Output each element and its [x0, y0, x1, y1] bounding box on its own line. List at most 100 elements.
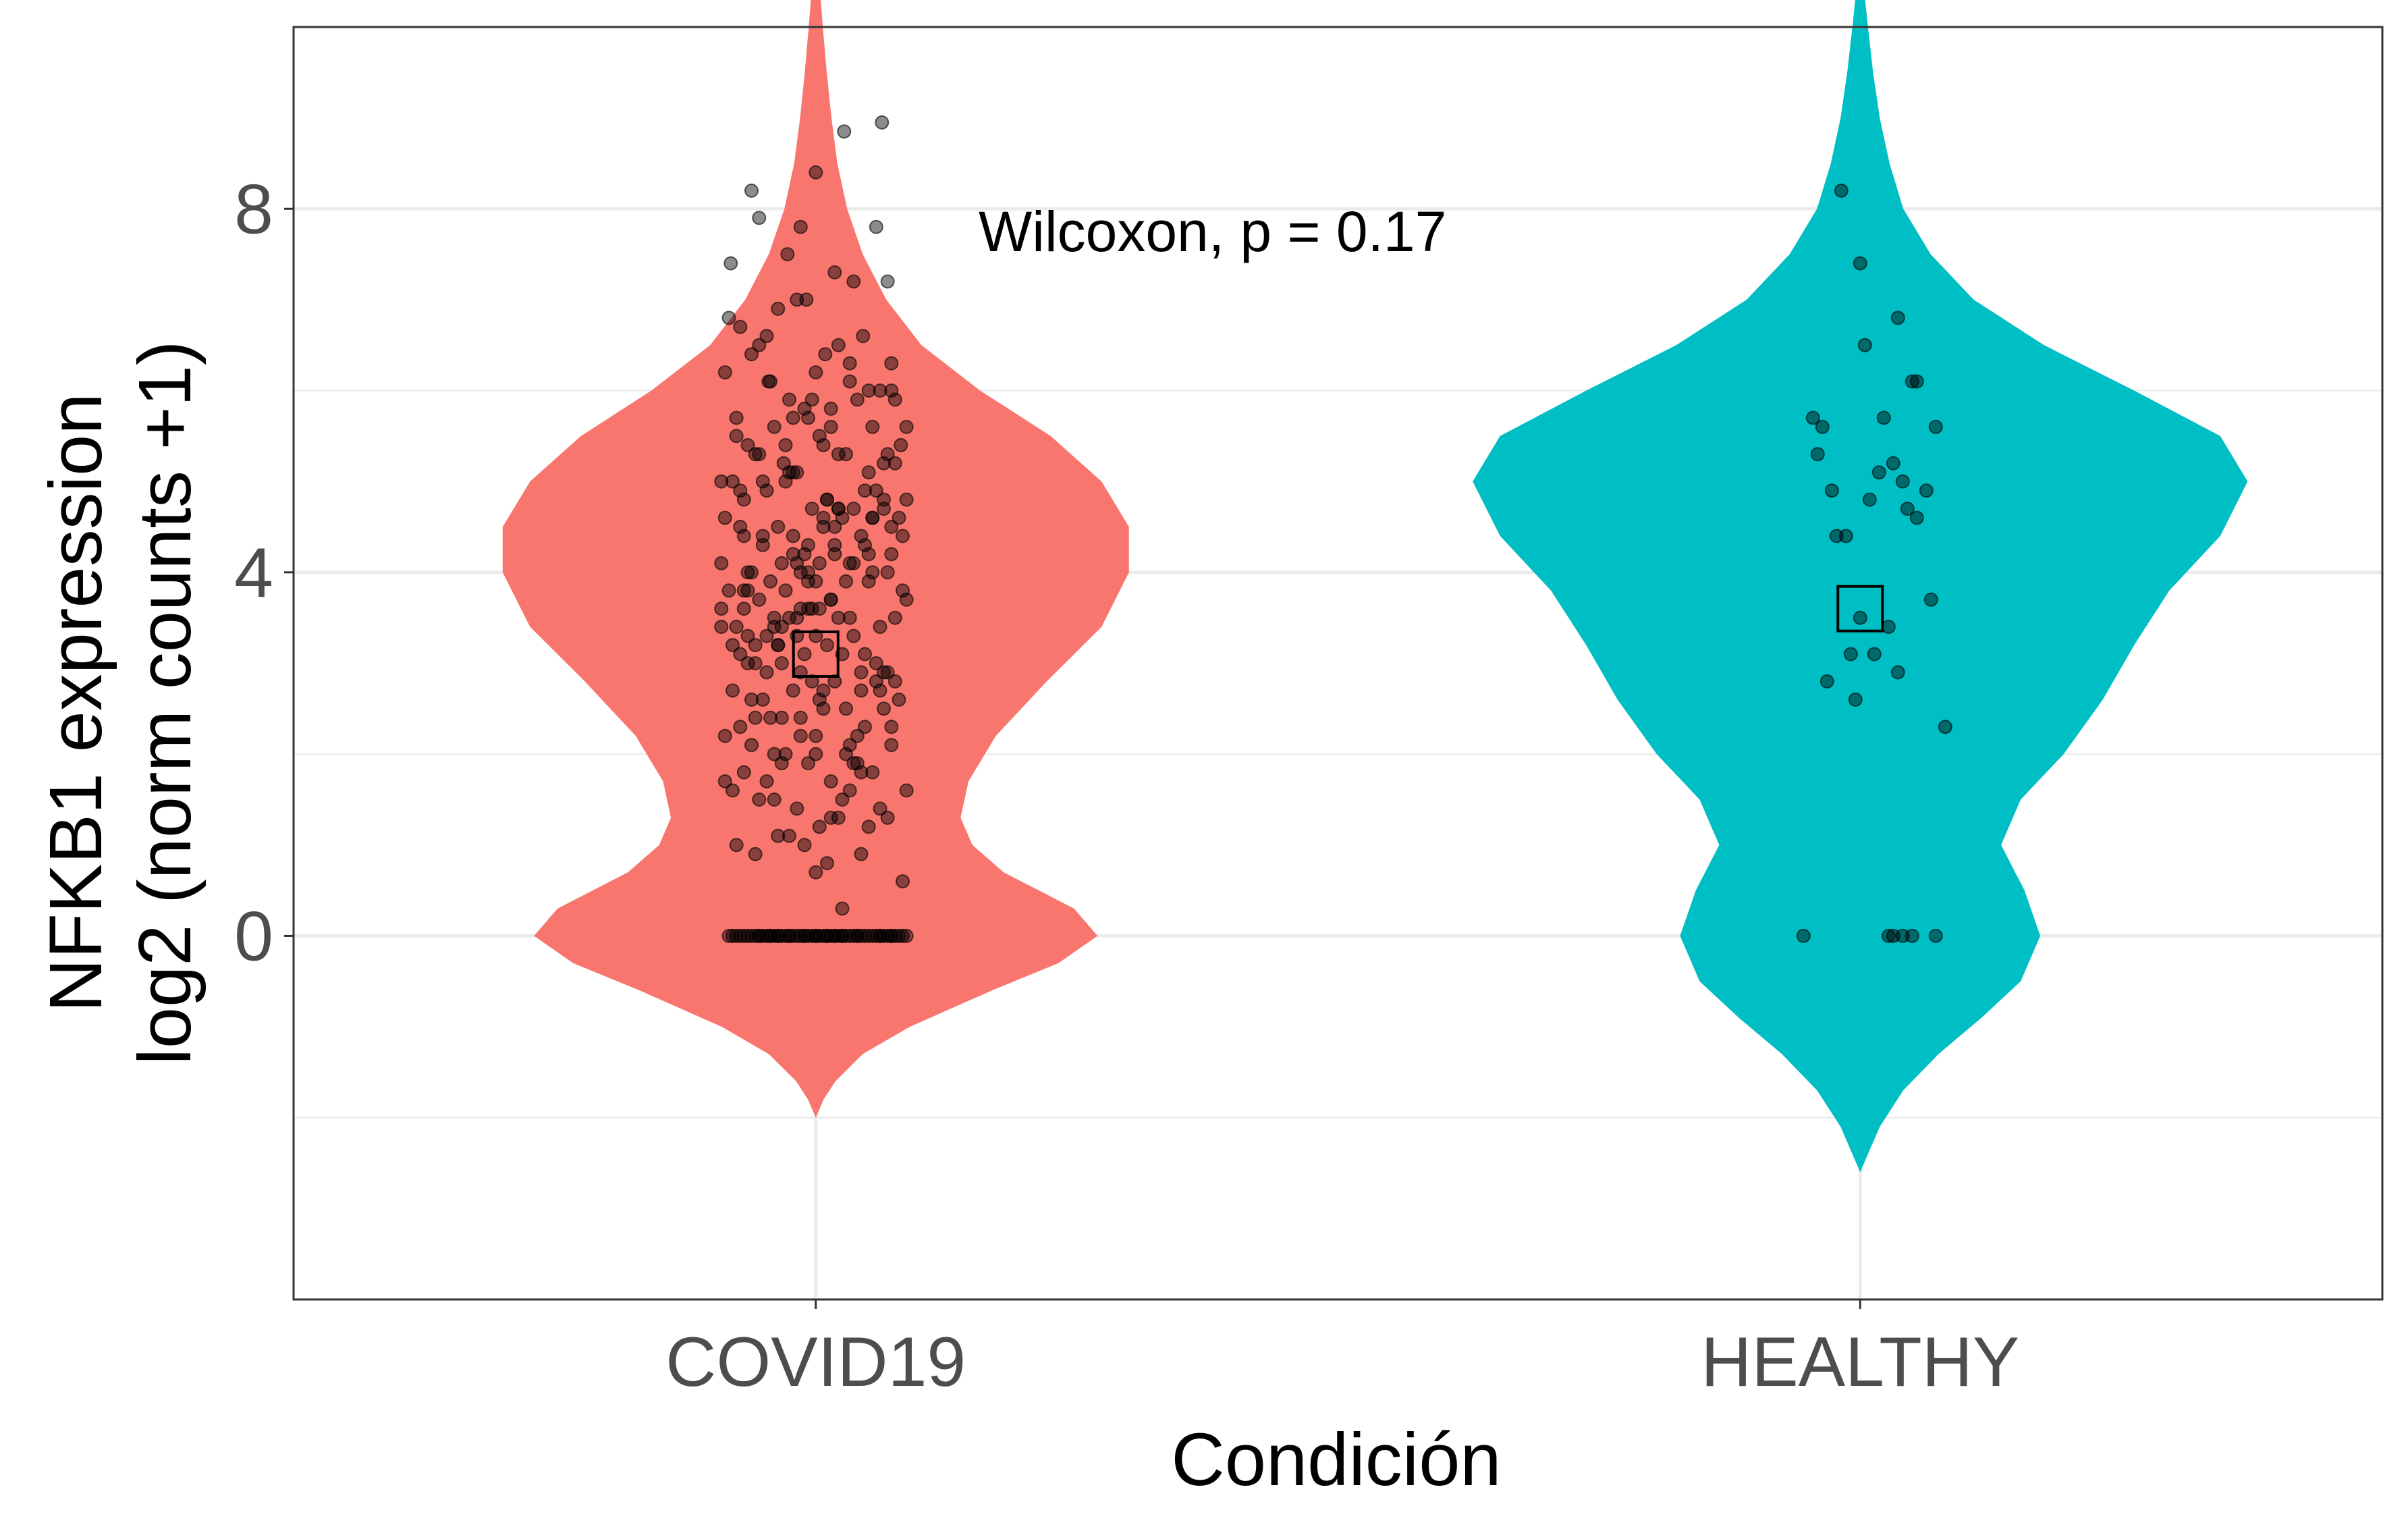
data-point-covid19 [877, 492, 891, 507]
data-point-covid19 [752, 447, 767, 462]
data-point-covid19 [835, 928, 850, 943]
data-point-covid19 [726, 683, 740, 698]
data-point-covid19 [763, 374, 777, 389]
data-point-covid19 [729, 838, 744, 853]
data-point-covid19 [748, 638, 763, 653]
data-point-covid19 [842, 556, 857, 570]
data-point-covid19 [899, 928, 914, 943]
data-point-covid19 [748, 656, 763, 670]
x-tick-label-covid19: COVID19 [665, 1323, 966, 1401]
data-point-covid19 [748, 847, 763, 861]
data-point-covid19 [884, 356, 899, 371]
data-point-covid19 [812, 928, 827, 943]
data-point-covid19 [804, 928, 819, 943]
data-point-covid19 [801, 928, 815, 943]
mean-marker-covid19 [792, 630, 840, 678]
data-point-covid19 [812, 820, 827, 834]
data-point-covid19 [771, 828, 786, 843]
data-point-covid19 [790, 928, 804, 943]
data-point-covid19 [774, 756, 789, 771]
data-point-covid19 [752, 928, 767, 943]
data-point-covid19 [839, 747, 853, 761]
data-point-healthy [1928, 419, 1943, 434]
data-point-covid19 [884, 738, 899, 753]
data-point-healthy [1810, 447, 1825, 462]
data-point-covid19 [877, 701, 891, 716]
data-point-covid19 [723, 256, 738, 271]
data-point-covid19 [842, 374, 857, 389]
data-point-covid19 [809, 165, 823, 180]
data-point-covid19 [721, 928, 736, 943]
data-point-covid19 [736, 529, 751, 543]
data-point-covid19 [733, 483, 748, 498]
data-point-covid19 [786, 410, 800, 425]
data-point-covid19 [850, 392, 865, 407]
data-point-covid19 [801, 601, 815, 616]
data-point-healthy [1824, 483, 1839, 498]
wilcoxon-annotation: Wilcoxon, p = 0.17 [979, 200, 1446, 263]
data-point-covid19 [823, 419, 838, 434]
data-point-covid19 [820, 856, 834, 871]
data-point-covid19 [858, 538, 872, 552]
data-point-covid19 [816, 510, 831, 525]
data-point-covid19 [804, 502, 819, 516]
data-point-covid19 [809, 747, 823, 761]
data-point-covid19 [752, 793, 767, 807]
data-point-covid19 [744, 565, 759, 580]
data-point-covid19 [823, 810, 838, 825]
data-point-covid19 [755, 474, 770, 489]
y-tick-label: 8 [234, 170, 273, 248]
data-point-covid19 [877, 928, 891, 943]
data-point-covid19 [733, 720, 748, 734]
data-point-covid19 [861, 383, 876, 398]
data-point-covid19 [858, 720, 872, 734]
data-point-covid19 [892, 928, 906, 943]
data-point-covid19 [740, 628, 755, 643]
data-point-covid19 [823, 774, 838, 788]
data-point-covid19 [831, 610, 846, 625]
data-point-covid19 [869, 928, 883, 943]
data-point-covid19 [755, 928, 770, 943]
data-point-covid19 [823, 402, 838, 416]
data-point-healthy [1848, 692, 1863, 707]
data-point-healthy [1923, 592, 1938, 607]
data-point-covid19 [858, 928, 872, 943]
data-point-covid19 [797, 647, 812, 662]
data-point-healthy [1843, 647, 1858, 662]
data-point-covid19 [827, 520, 842, 534]
data-point-covid19 [759, 928, 774, 943]
data-point-covid19 [820, 928, 834, 943]
data-point-covid19 [869, 656, 883, 670]
data-point-covid19 [809, 728, 823, 743]
data-point-healthy [1909, 374, 1924, 389]
data-point-covid19 [771, 520, 786, 534]
data-point-covid19 [740, 656, 755, 670]
data-point-covid19 [804, 392, 819, 407]
data-point-covid19 [835, 901, 850, 916]
data-point-covid19 [780, 247, 795, 262]
data-point-covid19 [740, 928, 755, 943]
data-point-covid19 [854, 847, 869, 861]
data-point-covid19 [831, 338, 846, 352]
data-point-covid19 [714, 556, 729, 570]
data-point-healthy [1805, 410, 1820, 425]
data-point-covid19 [782, 465, 796, 480]
data-point-covid19 [755, 692, 770, 707]
data-point-covid19 [899, 492, 914, 507]
y-tick-label: 0 [234, 897, 273, 975]
data-point-covid19 [854, 683, 869, 698]
data-point-covid19 [782, 928, 796, 943]
data-point-covid19 [823, 592, 838, 607]
data-point-healthy [1834, 183, 1849, 198]
data-point-covid19 [752, 592, 767, 607]
data-point-covid19 [842, 610, 857, 625]
data-point-covid19 [740, 565, 755, 580]
data-point-covid19 [767, 419, 782, 434]
data-point-covid19 [816, 928, 831, 943]
data-point-covid19 [899, 592, 914, 607]
data-point-covid19 [861, 820, 876, 834]
data-point-covid19 [831, 810, 846, 825]
data-point-healthy [1919, 483, 1934, 498]
data-point-covid19 [839, 701, 853, 716]
data-point-covid19 [793, 601, 808, 616]
